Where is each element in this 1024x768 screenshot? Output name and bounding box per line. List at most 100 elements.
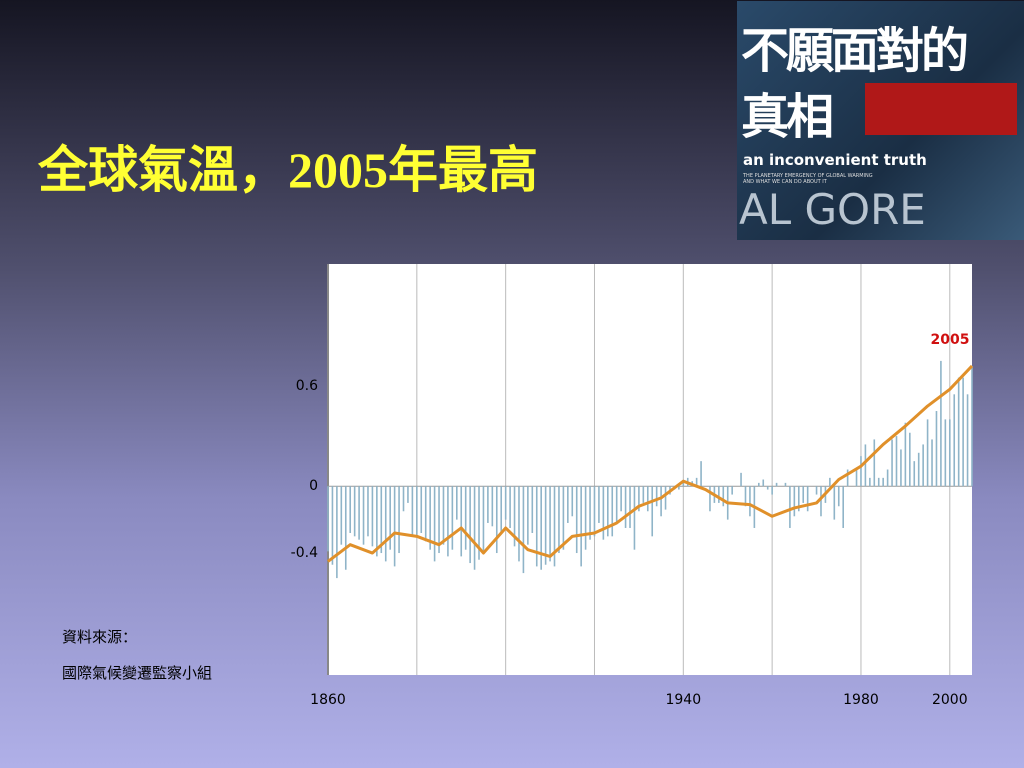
bar <box>815 486 818 495</box>
bar <box>464 486 467 550</box>
bar <box>518 486 520 562</box>
bar <box>482 486 485 554</box>
x-tick-label: 1860 <box>310 692 346 708</box>
bar <box>349 486 352 533</box>
bar <box>607 486 609 537</box>
bar <box>424 486 427 542</box>
bar <box>491 486 494 527</box>
annotation: 2005 <box>931 332 970 348</box>
slide-title: 全球氣溫，2005年最高 <box>38 142 538 198</box>
bar <box>487 486 489 523</box>
bar <box>758 482 760 487</box>
bar <box>451 486 454 550</box>
bar <box>598 486 600 523</box>
bar <box>327 486 329 552</box>
bar <box>553 486 556 567</box>
bar <box>522 486 525 574</box>
bar <box>700 461 702 487</box>
bar <box>837 486 840 507</box>
y-tick-label: 0.6 <box>296 378 318 394</box>
bar <box>664 486 667 510</box>
bar <box>651 486 654 537</box>
x-tick-label: 1940 <box>665 692 701 708</box>
bar <box>558 486 560 554</box>
bar <box>393 486 396 567</box>
y-tick-label: -0.4 <box>291 545 318 561</box>
bar <box>917 452 920 487</box>
bar <box>806 486 809 512</box>
bar <box>904 422 907 487</box>
bar <box>935 411 938 487</box>
bar <box>793 486 796 517</box>
bar <box>376 486 378 557</box>
book-title: 不願面對的 <box>741 23 969 79</box>
bar <box>340 486 343 545</box>
bar <box>842 486 844 528</box>
bar <box>447 486 449 557</box>
source: 國際氣候變遷監察小組 <box>62 664 213 682</box>
x-tick-label: 1980 <box>843 692 879 708</box>
bar <box>535 486 538 567</box>
book-english-title: an inconvenient truth <box>743 151 927 169</box>
red-block <box>865 83 1017 135</box>
bar <box>575 486 578 554</box>
bar <box>966 394 969 487</box>
bar <box>367 486 369 537</box>
bar <box>709 486 711 512</box>
bar <box>678 486 680 490</box>
bar <box>886 469 889 487</box>
bar <box>944 419 947 487</box>
bar <box>362 486 365 545</box>
bar <box>731 486 733 495</box>
bar <box>336 486 338 579</box>
bar <box>411 486 414 537</box>
book-subtitle: THE PLANETARY EMERGENCY OF GLOBAL WARMIN… <box>743 173 873 179</box>
bar <box>509 486 511 528</box>
bar <box>829 477 831 487</box>
bar <box>655 486 658 507</box>
bar <box>900 449 902 487</box>
bar <box>567 486 569 523</box>
bar <box>797 486 800 512</box>
bar <box>398 486 400 554</box>
bar <box>864 444 867 487</box>
bar <box>602 486 605 540</box>
bar <box>718 486 720 503</box>
bar <box>855 469 858 487</box>
x-tick-label: 2000 <box>932 692 968 708</box>
bar <box>962 377 964 487</box>
bar <box>633 486 636 550</box>
bar <box>953 394 956 487</box>
bar <box>384 486 387 562</box>
bar <box>358 486 360 540</box>
bar <box>353 486 356 537</box>
bar <box>371 486 374 547</box>
bar <box>629 486 631 528</box>
bar <box>744 486 747 507</box>
book-subtitle: AND WHAT WE CAN DO ABOUT IT <box>743 179 827 185</box>
bar <box>909 432 911 487</box>
bar <box>931 439 933 487</box>
bar <box>922 444 924 487</box>
bar <box>682 482 685 487</box>
bar <box>531 486 534 533</box>
bar <box>429 486 431 550</box>
bar <box>593 486 596 537</box>
plot-area <box>328 264 972 675</box>
bar <box>846 469 849 487</box>
bar <box>891 439 893 487</box>
bar <box>416 486 418 537</box>
bar <box>478 486 480 560</box>
bar <box>331 486 334 565</box>
bar <box>624 486 627 528</box>
bar <box>469 486 471 564</box>
bar <box>407 486 409 503</box>
bar <box>802 486 805 503</box>
y-tick-label: 0 <box>309 478 318 494</box>
bar <box>460 486 463 557</box>
bar <box>495 486 498 554</box>
bar <box>940 360 942 487</box>
bar <box>766 486 769 490</box>
bar <box>513 486 516 547</box>
bar <box>442 486 445 545</box>
